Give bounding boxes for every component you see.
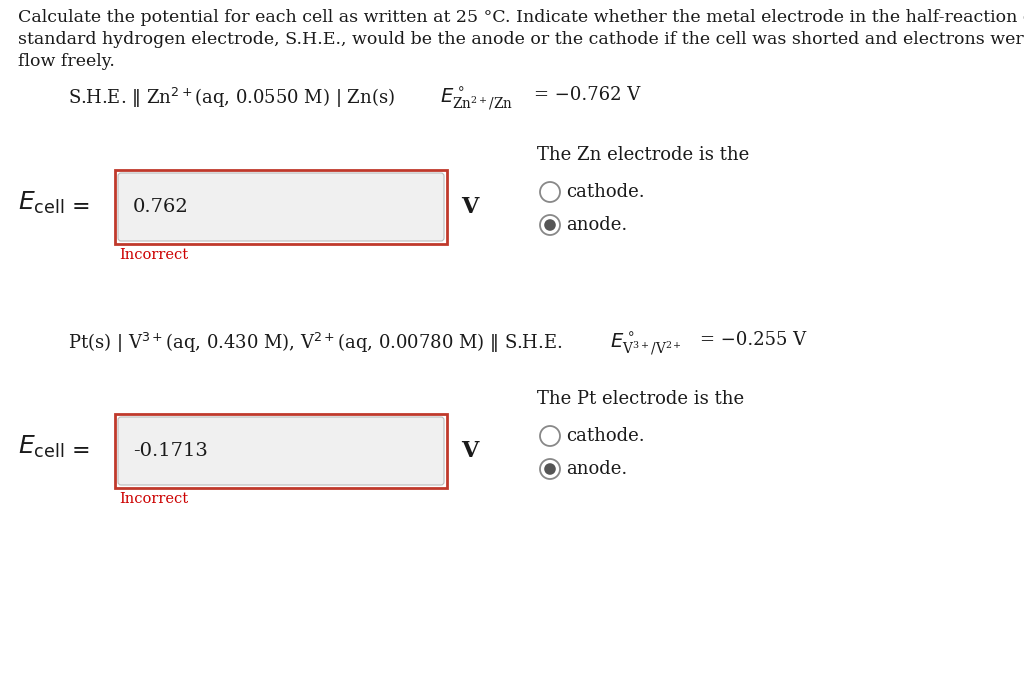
Text: cathode.: cathode. (566, 183, 645, 201)
Circle shape (544, 219, 556, 231)
Text: V: V (461, 196, 478, 218)
Circle shape (540, 215, 560, 235)
FancyBboxPatch shape (118, 173, 444, 241)
Text: $E_{\mathrm{cell}}$: $E_{\mathrm{cell}}$ (18, 434, 65, 460)
FancyBboxPatch shape (118, 417, 444, 485)
Text: Incorrect: Incorrect (119, 248, 188, 262)
Text: The Pt electrode is the: The Pt electrode is the (537, 390, 744, 408)
Text: flow freely.: flow freely. (18, 53, 115, 70)
Circle shape (540, 182, 560, 202)
Text: Incorrect: Incorrect (119, 492, 188, 506)
FancyBboxPatch shape (115, 414, 447, 488)
Text: standard hydrogen electrode, S.H.E., would be the anode or the cathode if the ce: standard hydrogen electrode, S.H.E., wou… (18, 31, 1024, 48)
Text: S.H.E. $\|$ Zn$^{2+}$(aq, 0.0550 M) $|$ Zn(s): S.H.E. $\|$ Zn$^{2+}$(aq, 0.0550 M) $|$ … (68, 86, 395, 110)
Text: = −0.762 V: = −0.762 V (534, 86, 640, 104)
Text: anode.: anode. (566, 216, 628, 234)
Text: =: = (72, 440, 91, 462)
FancyBboxPatch shape (115, 170, 447, 244)
Text: =: = (72, 196, 91, 218)
Text: Pt(s) $|$ V$^{3+}$(aq, 0.430 M), V$^{2+}$(aq, 0.00780 M) $\|$ S.H.E.: Pt(s) $|$ V$^{3+}$(aq, 0.430 M), V$^{2+}… (68, 331, 562, 355)
Text: cathode.: cathode. (566, 427, 645, 445)
Text: Calculate the potential for each cell as written at 25 °C. Indicate whether the : Calculate the potential for each cell as… (18, 9, 1024, 26)
Text: $E_{\mathrm{cell}}$: $E_{\mathrm{cell}}$ (18, 190, 65, 216)
Circle shape (544, 463, 556, 475)
Text: = −0.255 V: = −0.255 V (700, 331, 806, 349)
Text: -0.1713: -0.1713 (133, 442, 208, 460)
Text: $E^\circ_{\mathregular{Zn^{2+}/Zn}}$: $E^\circ_{\mathregular{Zn^{2+}/Zn}}$ (440, 86, 513, 113)
Text: V: V (461, 440, 478, 462)
Text: The Zn electrode is the: The Zn electrode is the (537, 146, 750, 164)
Text: 0.762: 0.762 (133, 198, 188, 216)
Text: $E^\circ_{\mathregular{V^{3+}/V^{2+}}}$: $E^\circ_{\mathregular{V^{3+}/V^{2+}}}$ (610, 331, 682, 359)
Circle shape (540, 426, 560, 446)
Text: anode.: anode. (566, 460, 628, 478)
Circle shape (540, 459, 560, 479)
